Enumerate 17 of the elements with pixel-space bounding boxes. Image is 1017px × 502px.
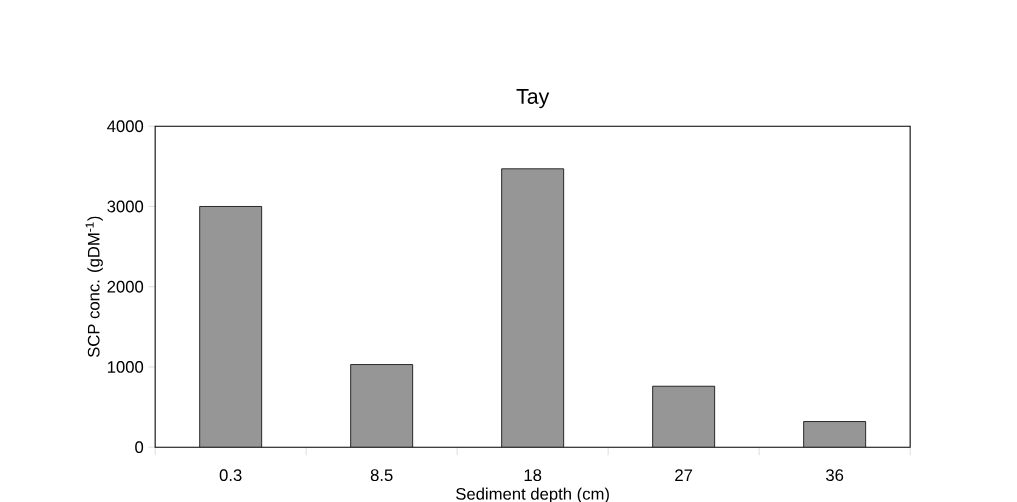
chart-title: Tay — [516, 89, 550, 109]
bar — [803, 421, 867, 448]
y-tick-label: 0 — [135, 441, 144, 454]
x-tick-label: 18 — [524, 469, 542, 482]
y-tick-label: 3000 — [107, 200, 144, 213]
x-tick-label: 0.3 — [219, 469, 242, 482]
y-axis-title: SCP conc. (gDM$^{-1}$) — [85, 216, 103, 358]
x-tick-label: 27 — [675, 469, 693, 481]
bar — [652, 385, 716, 448]
y-tick-label: 4000 — [107, 120, 144, 133]
bar — [501, 168, 565, 448]
y-tick-label: 2000 — [107, 280, 144, 293]
bar — [350, 364, 414, 448]
y-tick-label: 1000 — [107, 361, 144, 373]
x-tick-label: 36 — [826, 469, 844, 482]
bar — [199, 206, 263, 448]
x-tick-label: 8.5 — [370, 469, 393, 482]
